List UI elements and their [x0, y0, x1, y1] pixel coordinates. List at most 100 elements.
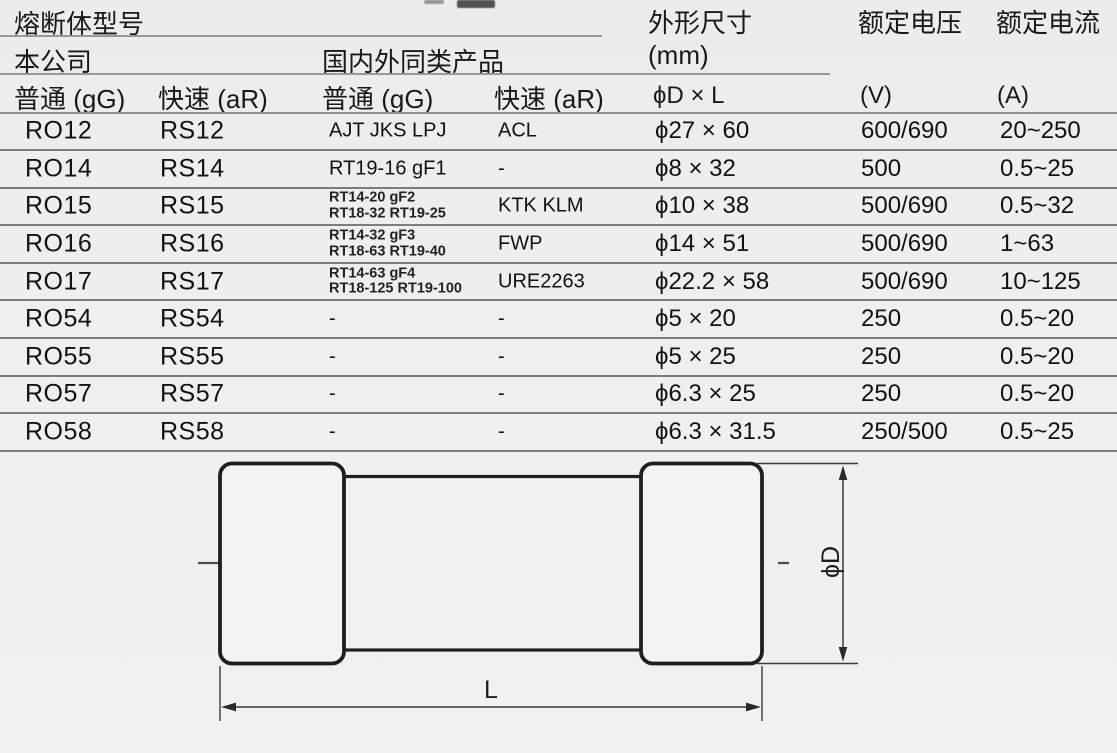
cell-voltage: 250/500: [861, 418, 948, 446]
cell-similar-ar: -: [498, 157, 505, 180]
cell-voltage: 500/690: [861, 230, 948, 258]
cell-dimensions: ϕ5 × 20: [655, 305, 736, 333]
cell-dimensions: ϕ5 × 25: [655, 342, 736, 370]
cell-company-ar: RS58: [160, 417, 225, 446]
subheader-company-gg: 普通 (gG): [14, 84, 126, 114]
cell-company-gg: RO17: [25, 267, 93, 296]
cell-company-ar: RS15: [160, 191, 225, 220]
table-row: RO54 RS54 - - ϕ5 × 20 250 0.5~20: [0, 301, 1117, 340]
cell-current: 10~125: [1000, 267, 1081, 295]
table-body: RO12 RS12 AJT JKS LPJ ACL ϕ27 × 60 600/6…: [0, 114, 1117, 452]
cell-similar-gg: -: [329, 345, 336, 368]
cell-current: 0.5~20: [1000, 305, 1075, 333]
cell-company-gg: RO58: [25, 417, 93, 446]
col-header-current: 额定电流: [996, 8, 1101, 38]
cell-similar-ar: -: [498, 345, 505, 368]
subheader-similar-gg: 普通 (gG): [322, 84, 434, 114]
cell-company-gg: RO14: [25, 154, 93, 183]
cell-similar-gg: AJT JKS LPJ: [329, 119, 447, 142]
subheader-similar-ar: 快速 (aR): [494, 84, 604, 114]
cell-similar-ar: URE2263: [498, 270, 585, 293]
cell-company-gg: RO55: [25, 342, 93, 371]
cell-similar-gg: -: [329, 382, 336, 405]
cell-similar-ar: KTK KLM: [498, 194, 584, 217]
cell-similar-gg: RT14-32 gF3 RT18-63 RT19-40: [329, 227, 446, 260]
group-header-company: 本公司: [14, 47, 93, 77]
table-title: 熔断体型号: [14, 9, 145, 39]
group-header-similar: 国内外同类产品: [322, 47, 505, 77]
table-row: RO55 RS55 - - ϕ5 × 25 250 0.5~20: [0, 339, 1117, 377]
cell-voltage: 250: [861, 342, 902, 370]
table-row: RO58 RS58 - - ϕ6.3 × 31.5 250/500 0.5~25: [0, 414, 1117, 452]
cell-similar-gg: -: [329, 307, 336, 330]
cell-similar-ar: -: [498, 382, 505, 405]
diameter-label: ϕD: [817, 546, 845, 578]
cell-dimensions: ϕ6.3 × 25: [655, 380, 756, 408]
cell-similar-gg: -: [329, 420, 336, 443]
arrowhead-right-icon: [746, 702, 761, 712]
cell-voltage: 250: [861, 305, 902, 333]
cell-similar-ar: -: [498, 420, 505, 443]
arrowhead-up-icon: [838, 465, 848, 480]
subheader-voltage-unit: (V): [860, 82, 892, 109]
arrowhead-down-icon: [838, 647, 848, 662]
cell-company-ar: RS14: [160, 154, 225, 183]
cell-voltage: 600/690: [861, 117, 948, 145]
cell-company-ar: RS57: [160, 379, 225, 408]
cell-similar-gg: RT14-63 gF4 RT18-125 RT19-100: [329, 265, 462, 297]
cell-company-gg: RO15: [25, 191, 93, 220]
cell-similar-gg: RT14-20 gF2 RT18-32 RT19-25: [329, 189, 446, 222]
fuse-endcap-left: [218, 461, 346, 666]
cell-current: 20~250: [1000, 117, 1081, 145]
cell-similar-ar: -: [498, 307, 505, 330]
cell-current: 0.5~25: [1000, 154, 1075, 182]
cell-company-ar: RS12: [160, 116, 225, 145]
subheader-dim-formula: ϕD × L: [653, 82, 725, 109]
scan-smudge: [424, 0, 444, 4]
table-row: RO17 RS17 RT14-63 gF4 RT18-125 RT19-100 U…: [0, 264, 1117, 302]
cell-dimensions: ϕ10 × 38: [655, 192, 750, 220]
cell-similar-gg: RT19-16 gF1: [329, 157, 447, 180]
cell-company-gg: RO54: [25, 304, 93, 333]
cell-similar-ar: FWP: [498, 232, 543, 255]
cell-voltage: 250: [861, 380, 902, 408]
header-rule-main: [0, 111, 1117, 114]
cell-dimensions: ϕ14 × 51: [655, 230, 750, 258]
table-row: RO14 RS14 RT19-16 gF1 - ϕ8 × 32 500 0.5~…: [0, 151, 1117, 189]
table-row: RO16 RS16 RT14-32 gF3 RT18-63 RT19-40 FWP…: [0, 226, 1117, 264]
header-rule-title: [0, 35, 602, 37]
scan-smudge: [457, 0, 495, 8]
cell-dimensions: ϕ22.2 × 58: [655, 267, 770, 295]
cell-company-ar: RS17: [160, 267, 225, 296]
col-header-dimensions: 外形尺寸: [648, 8, 753, 38]
cell-voltage: 500: [861, 154, 902, 182]
cell-company-ar: RS54: [160, 304, 225, 333]
fuse-endcap-right: [639, 461, 764, 666]
cell-current: 0.5~25: [1000, 418, 1075, 446]
subheader-current-unit: (A): [997, 82, 1029, 109]
col-header-voltage: 额定电压: [858, 8, 963, 38]
table-row: RO57 RS57 - - ϕ6.3 × 25 250 0.5~20: [0, 377, 1117, 415]
cell-voltage: 500/690: [861, 267, 948, 295]
cell-company-gg: RO57: [25, 379, 93, 408]
cell-company-ar: RS55: [160, 342, 225, 371]
cell-company-gg: RO16: [25, 229, 93, 258]
cell-dimensions: ϕ6.3 × 31.5: [655, 418, 776, 446]
cell-current: 1~63: [1000, 230, 1055, 258]
cell-current: 0.5~32: [1000, 192, 1075, 220]
cell-company-gg: RO12: [25, 116, 93, 145]
cell-voltage: 500/690: [861, 192, 948, 220]
header-rule-groups: [0, 73, 830, 75]
subheader-company-ar: 快速 (aR): [158, 84, 268, 114]
cell-dimensions: ϕ8 × 32: [655, 154, 736, 182]
col-header-dim-unit: (mm): [648, 40, 709, 70]
length-label: L: [484, 676, 498, 704]
cell-current: 0.5~20: [1000, 342, 1075, 370]
cell-current: 0.5~20: [1000, 380, 1075, 408]
table-row: RO12 RS12 AJT JKS LPJ ACL ϕ27 × 60 600/6…: [0, 114, 1117, 152]
cell-dimensions: ϕ27 × 60: [655, 117, 750, 145]
arrowhead-left-icon: [221, 702, 236, 712]
cell-similar-ar: ACL: [498, 119, 537, 142]
table-row: RO15 RS15 RT14-20 gF2 RT18-32 RT19-25 KTK…: [0, 189, 1117, 227]
